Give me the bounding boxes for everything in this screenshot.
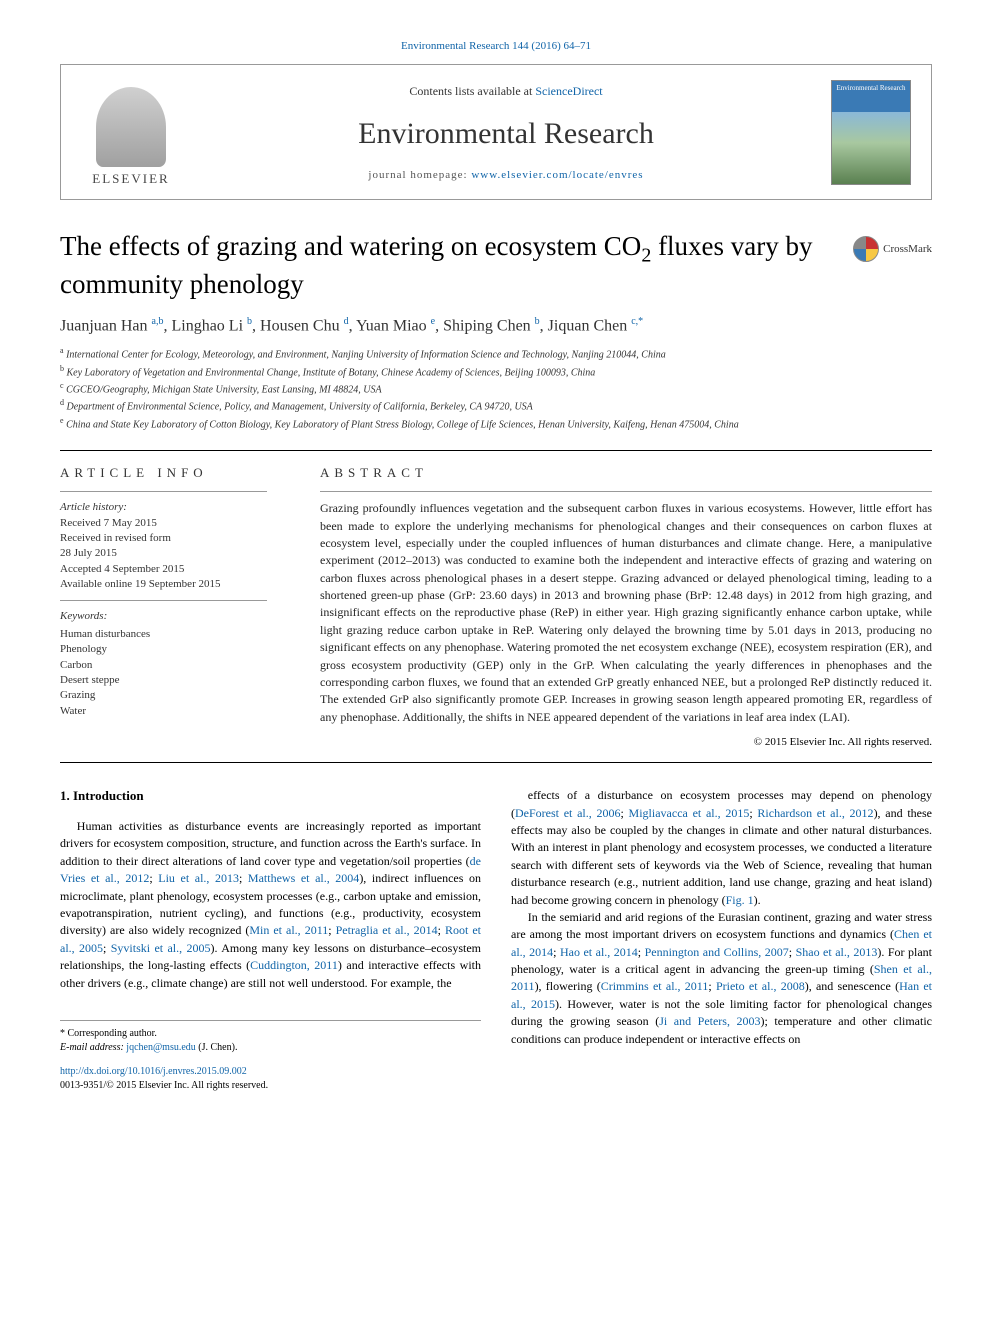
crossmark-badge[interactable]: CrossMark xyxy=(853,236,932,262)
affiliation-line: d Department of Environmental Science, P… xyxy=(60,397,932,414)
crossmark-label: CrossMark xyxy=(883,243,932,255)
title-main: The effects of grazing and watering on e… xyxy=(60,231,641,261)
elsevier-logo: ELSEVIER xyxy=(81,77,181,187)
history-label: Article history: xyxy=(60,500,290,515)
history-online: Available online 19 September 2015 xyxy=(60,577,290,592)
journal-name: Environmental Research xyxy=(181,117,831,151)
title-sub: 2 xyxy=(641,244,651,266)
abstract-text: Grazing profoundly influences vegetation… xyxy=(320,500,932,726)
history-revised1: Received in revised form xyxy=(60,531,290,546)
contents-prefix: Contents lists available at xyxy=(409,84,535,98)
article-title: The effects of grazing and watering on e… xyxy=(60,230,853,302)
corr-email-link[interactable]: jqchen@msu.edu xyxy=(126,1042,195,1053)
affiliations-block: a International Center for Ecology, Mete… xyxy=(60,345,932,432)
keyword: Carbon xyxy=(60,658,290,673)
elsevier-name: ELSEVIER xyxy=(92,171,169,187)
crossmark-icon xyxy=(853,236,879,262)
contents-line: Contents lists available at ScienceDirec… xyxy=(181,84,831,99)
affiliation-line: c CGCEO/Geography, Michigan State Univer… xyxy=(60,380,932,397)
abstract-header: ABSTRACT xyxy=(320,465,932,481)
elsevier-tree-icon xyxy=(96,87,166,167)
body-columns: 1. Introduction Human activities as dist… xyxy=(60,787,932,1094)
title-row: The effects of grazing and watering on e… xyxy=(60,230,932,302)
body-col-left: 1. Introduction Human activities as dist… xyxy=(60,787,481,1094)
intro-p2: effects of a disturbance on ecosystem pr… xyxy=(511,787,932,909)
authors-line: Juanjuan Han a,b, Linghao Li b, Housen C… xyxy=(60,316,932,335)
abstract-hr xyxy=(320,491,932,492)
article-info-col: ARTICLE INFO Article history: Received 7… xyxy=(60,465,290,748)
journal-cover-label: Environmental Research xyxy=(832,81,910,92)
keyword: Water xyxy=(60,704,290,719)
keyword: Phenology xyxy=(60,642,290,657)
corr-email-line: E-mail address: jqchen@msu.edu (J. Chen)… xyxy=(60,1041,481,1055)
info-abstract-row: ARTICLE INFO Article history: Received 7… xyxy=(60,465,932,748)
issn-line: 0013-9351/© 2015 Elsevier Inc. All right… xyxy=(60,1080,268,1091)
email-label: E-mail address: xyxy=(60,1042,126,1053)
doi-link[interactable]: http://dx.doi.org/10.1016/j.envres.2015.… xyxy=(60,1066,247,1077)
intro-heading: 1. Introduction xyxy=(60,787,481,806)
email-who: (J. Chen). xyxy=(196,1042,238,1053)
doi-block: http://dx.doi.org/10.1016/j.envres.2015.… xyxy=(60,1065,481,1094)
divider-top xyxy=(60,450,932,451)
sciencedirect-link[interactable]: ScienceDirect xyxy=(535,84,602,98)
homepage-line: journal homepage: www.elsevier.com/locat… xyxy=(181,169,831,181)
history-received: Received 7 May 2015 xyxy=(60,516,290,531)
journal-cover-icon: Environmental Research xyxy=(831,80,911,185)
keyword: Human disturbances xyxy=(60,627,290,642)
keyword: Grazing xyxy=(60,688,290,703)
journal-header: ELSEVIER Contents lists available at Sci… xyxy=(60,64,932,200)
article-info-header: ARTICLE INFO xyxy=(60,465,290,481)
abstract-col: ABSTRACT Grazing profoundly influences v… xyxy=(320,465,932,748)
homepage-link[interactable]: www.elsevier.com/locate/envres xyxy=(471,169,643,181)
page-container: Environmental Research 144 (2016) 64–71 … xyxy=(0,0,992,1124)
history-accepted: Accepted 4 September 2015 xyxy=(60,562,290,577)
corr-label: * Corresponding author. xyxy=(60,1027,481,1041)
article-history: Article history: Received 7 May 2015 Rec… xyxy=(60,500,290,592)
body-col-right: effects of a disturbance on ecosystem pr… xyxy=(511,787,932,1094)
affiliation-line: b Key Laboratory of Vegetation and Envir… xyxy=(60,363,932,380)
intro-p1: Human activities as disturbance events a… xyxy=(60,818,481,992)
intro-p3: In the semiarid and arid regions of the … xyxy=(511,909,932,1048)
affiliation-line: a International Center for Ecology, Mete… xyxy=(60,345,932,362)
history-revised2: 28 July 2015 xyxy=(60,546,290,561)
affiliation-line: e China and State Key Laboratory of Cott… xyxy=(60,415,932,432)
homepage-prefix: journal homepage: xyxy=(368,169,471,181)
header-center: Contents lists available at ScienceDirec… xyxy=(181,84,831,181)
keywords-block: Keywords: Human disturbances Phenology C… xyxy=(60,609,290,719)
abstract-copyright: © 2015 Elsevier Inc. All rights reserved… xyxy=(320,736,932,748)
keyword: Desert steppe xyxy=(60,673,290,688)
keywords-label: Keywords: xyxy=(60,609,290,624)
corresponding-footer: * Corresponding author. E-mail address: … xyxy=(60,1020,481,1055)
top-citation: Environmental Research 144 (2016) 64–71 xyxy=(60,40,932,52)
info-hr1 xyxy=(60,491,267,492)
info-hr2 xyxy=(60,600,267,601)
divider-bottom xyxy=(60,762,932,763)
